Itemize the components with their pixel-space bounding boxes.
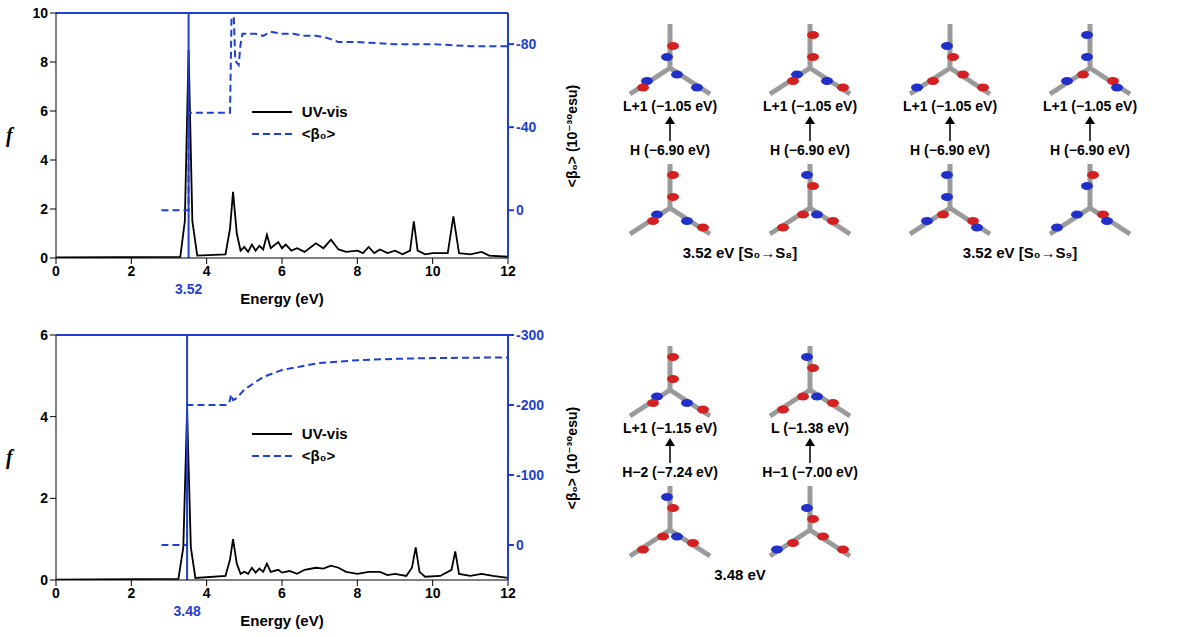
- html-text:<β₀> (10⁻³⁰esu): <β₀> (10⁻³⁰esu): [564, 406, 580, 509]
- html-text:L+1 (−1.05 eV): L+1 (−1.05 eV): [622, 98, 718, 114]
- html-text:L+1 (−1.05 eV): L+1 (−1.05 eV): [1042, 98, 1138, 114]
- html-text:<β₀>: <β₀>: [301, 447, 336, 465]
- svg-text:10: 10: [425, 263, 441, 279]
- svg-text:4: 4: [40, 409, 48, 425]
- html-text:<β₀>: <β₀>: [301, 125, 336, 143]
- svg-text:2: 2: [127, 263, 135, 279]
- svg-text:6: 6: [278, 585, 286, 601]
- svg-text:0: 0: [516, 202, 524, 218]
- html-text:f: f: [6, 445, 13, 468]
- svg-text:-200: -200: [516, 397, 544, 413]
- svg-text:2: 2: [40, 201, 48, 217]
- svg-text:0: 0: [52, 585, 60, 601]
- html-text:H−2 (−7.24 eV): H−2 (−7.24 eV): [622, 464, 718, 480]
- svg-text:4: 4: [203, 585, 211, 601]
- svg-text:6: 6: [40, 103, 48, 119]
- svg-text:6: 6: [40, 327, 48, 343]
- html-text:3.52 eV [S₀→S₈]: 3.52 eV [S₀→S₈]: [682, 244, 798, 261]
- html-text:f: f: [6, 123, 13, 146]
- svg-text:0: 0: [516, 537, 524, 553]
- svg-text:10: 10: [32, 5, 48, 21]
- html-text:H (−6.90 eV): H (−6.90 eV): [630, 142, 710, 158]
- html-text:L (−1.38 eV): L (−1.38 eV): [771, 420, 849, 436]
- html-text:L+1 (−1.15 eV): L+1 (−1.15 eV): [622, 420, 718, 436]
- html-text:L+1 (−1.05 eV): L+1 (−1.05 eV): [762, 98, 858, 114]
- svg-text:-100: -100: [516, 467, 544, 483]
- svg-text:12: 12: [500, 585, 516, 601]
- svg-text:12: 12: [500, 263, 516, 279]
- svg-text:-40: -40: [516, 119, 536, 135]
- svg-text:Energy (eV): Energy (eV): [240, 290, 323, 307]
- html-text:UV-vis: UV-vis: [301, 425, 348, 443]
- svg-text:2: 2: [127, 585, 135, 601]
- html-text:<β₀> (10⁻³⁰esu): <β₀> (10⁻³⁰esu): [564, 84, 580, 187]
- html-text:H (−6.90 eV): H (−6.90 eV): [1050, 142, 1130, 158]
- svg-text:3.52: 3.52: [175, 281, 202, 297]
- html-text:3.52 eV [S₀→S₉]: 3.52 eV [S₀→S₉]: [962, 244, 1078, 261]
- svg-text:8: 8: [40, 54, 48, 70]
- svg-text:8: 8: [353, 263, 361, 279]
- svg-text:2: 2: [40, 490, 48, 506]
- svg-text:Energy (eV): Energy (eV): [240, 612, 323, 629]
- svg-text:0: 0: [40, 250, 48, 266]
- html-text:L+1 (−1.05 eV): L+1 (−1.05 eV): [902, 98, 998, 114]
- html-text:UV-vis: UV-vis: [301, 103, 348, 121]
- html-text:H−1 (−7.00 eV): H−1 (−7.00 eV): [762, 464, 858, 480]
- svg-text:6: 6: [278, 263, 286, 279]
- svg-text:4: 4: [203, 263, 211, 279]
- svg-text:0: 0: [52, 263, 60, 279]
- html-text:3.48 eV: 3.48 eV: [714, 566, 766, 583]
- svg-text:4: 4: [40, 152, 48, 168]
- svg-text:8: 8: [353, 585, 361, 601]
- html-text:H (−6.90 eV): H (−6.90 eV): [770, 142, 850, 158]
- svg-text:0: 0: [40, 572, 48, 588]
- svg-text:3.48: 3.48: [173, 603, 200, 619]
- svg-text:-300: -300: [516, 327, 544, 343]
- svg-text:10: 10: [425, 585, 441, 601]
- html-text:H (−6.90 eV): H (−6.90 eV): [910, 142, 990, 158]
- svg-text:-80: -80: [516, 36, 536, 52]
